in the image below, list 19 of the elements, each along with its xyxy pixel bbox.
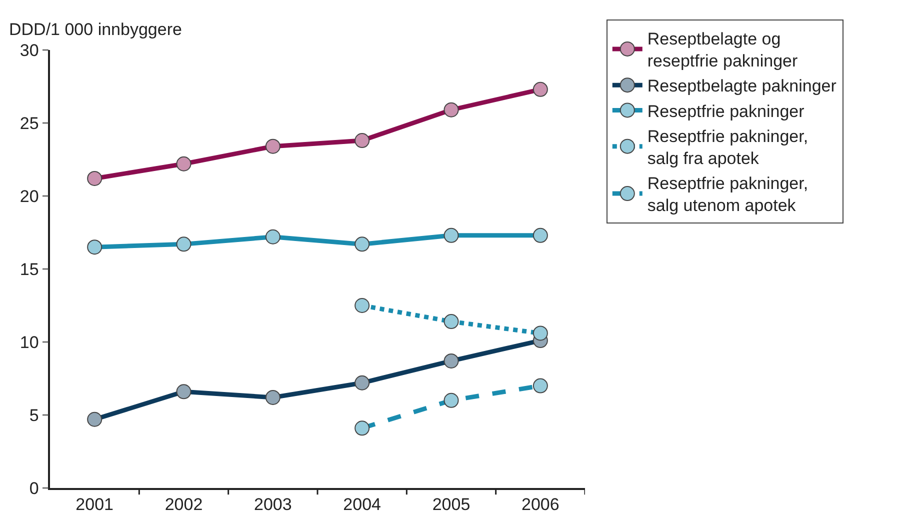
y-tick-label: 30 [20, 40, 39, 60]
x-tick-label: 2002 [164, 495, 203, 514]
y-tick-label: 5 [29, 406, 39, 425]
x-tick-label: 2001 [76, 495, 114, 514]
legend-label: Reseptfrie pakninger [647, 102, 805, 121]
x-tick-label: 2005 [432, 495, 470, 514]
y-tick-label: 25 [20, 114, 39, 133]
legend-label: Reseptfrie pakninger, salg utenom apotek [647, 174, 808, 216]
x-tick-label: 2006 [522, 495, 560, 514]
legend-label: Reseptbelagte pakninger [647, 76, 837, 96]
legend-label: Reseptbelagte og reseptfrie pakninger [647, 30, 798, 71]
y-tick-label: 10 [20, 332, 39, 352]
y-tick-label: 15 [20, 260, 39, 279]
y-axis-title: DDD/1 000 innbyggere [9, 20, 182, 39]
legend-label: Reseptfrie pakninger, salg fra apotek [647, 126, 808, 168]
x-tick-label: 2004 [343, 495, 381, 514]
y-tick-label: 0 [29, 478, 39, 498]
y-tick-label: 20 [20, 186, 39, 206]
x-tick-label: 2003 [254, 495, 292, 514]
